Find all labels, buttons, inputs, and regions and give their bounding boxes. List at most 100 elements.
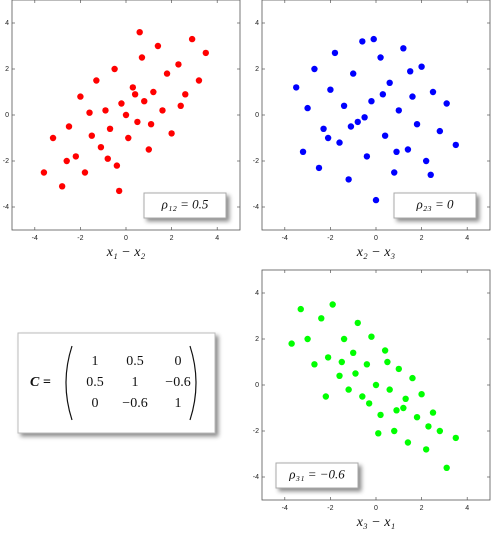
point bbox=[138, 54, 146, 61]
point bbox=[347, 123, 355, 130]
point bbox=[336, 139, 343, 146]
point bbox=[177, 102, 184, 110]
point bbox=[409, 374, 416, 382]
x-tick-label: -4 bbox=[282, 505, 288, 512]
point bbox=[65, 123, 73, 130]
x-tick-label: -2 bbox=[77, 235, 83, 242]
annotation: ρ₃₁ = −0.6 bbox=[288, 466, 345, 481]
x-tick-label: -2 bbox=[327, 505, 333, 512]
matrix-cell: 0.5 bbox=[86, 375, 104, 390]
point bbox=[122, 111, 130, 119]
point bbox=[402, 395, 409, 402]
point bbox=[452, 141, 459, 149]
y-tick-label: 0 bbox=[255, 382, 259, 389]
x-tick-label: -2 bbox=[327, 235, 333, 242]
y-tick-label: 0 bbox=[255, 112, 259, 119]
scatter-plot: -4 -2 0 2 4 -4 -2 0 2 4 x₁ − x₂ ρ₁₂ = 0.5 bbox=[3, 0, 241, 260]
point bbox=[350, 349, 357, 356]
point bbox=[386, 386, 393, 393]
point bbox=[113, 162, 121, 169]
y-tick-label: -4 bbox=[253, 474, 259, 481]
point bbox=[395, 107, 402, 114]
y-tick-label: -4 bbox=[253, 204, 259, 211]
point bbox=[327, 86, 334, 93]
point bbox=[418, 391, 425, 398]
y-tick-label: -4 bbox=[3, 204, 9, 211]
point bbox=[422, 157, 430, 165]
point bbox=[372, 381, 380, 389]
point bbox=[340, 102, 348, 110]
x-tick-label: 4 bbox=[465, 235, 469, 242]
point bbox=[115, 187, 123, 195]
point bbox=[381, 347, 389, 354]
point bbox=[338, 358, 345, 366]
point bbox=[88, 132, 96, 139]
point bbox=[40, 169, 48, 176]
point bbox=[370, 35, 377, 43]
point bbox=[106, 125, 114, 132]
x-axis-label: x₂ − x₃ bbox=[356, 245, 396, 260]
point bbox=[393, 148, 400, 155]
point bbox=[322, 393, 330, 400]
point bbox=[159, 107, 166, 114]
scatter-plot: -4 -2 0 2 4 -4 -2 0 2 4 x₃ − x₁ ρ₃₁ = −0.6 bbox=[253, 269, 491, 530]
right-paren bbox=[189, 345, 197, 421]
point bbox=[400, 45, 407, 52]
y-tick-label: -2 bbox=[253, 158, 259, 165]
point bbox=[147, 121, 155, 128]
y-tick-label: 4 bbox=[255, 20, 259, 27]
point bbox=[391, 427, 398, 435]
point bbox=[202, 49, 209, 57]
point bbox=[168, 130, 175, 137]
point bbox=[104, 155, 111, 162]
point bbox=[363, 361, 371, 368]
y-tick-label: 4 bbox=[255, 290, 259, 297]
point bbox=[49, 134, 57, 142]
point bbox=[368, 98, 375, 105]
point bbox=[315, 164, 323, 172]
point bbox=[63, 157, 70, 165]
point bbox=[93, 77, 100, 84]
matrix-cells: 1 0.5 0 0.5 1 −0.6 0 −0.6 1 bbox=[86, 354, 190, 411]
point bbox=[145, 146, 152, 153]
point bbox=[372, 196, 380, 204]
point bbox=[329, 301, 336, 308]
annotation: ρ₁₂ = 0.5 bbox=[161, 196, 209, 211]
x-axis-label: x₁ − x₂ bbox=[106, 245, 146, 260]
point bbox=[58, 183, 66, 190]
point bbox=[129, 84, 137, 91]
point bbox=[429, 409, 437, 416]
point bbox=[125, 134, 132, 142]
point bbox=[97, 144, 105, 151]
point bbox=[404, 146, 412, 153]
point bbox=[118, 100, 125, 107]
point bbox=[359, 393, 366, 400]
point bbox=[425, 423, 432, 430]
point bbox=[436, 427, 444, 435]
point bbox=[288, 340, 295, 347]
y-tick-label: 2 bbox=[255, 66, 259, 73]
point bbox=[452, 434, 459, 442]
point bbox=[182, 91, 189, 98]
point bbox=[436, 127, 444, 135]
point bbox=[427, 171, 434, 178]
point bbox=[188, 35, 196, 43]
point bbox=[384, 358, 391, 366]
point bbox=[443, 100, 450, 107]
y-tick-label: 2 bbox=[5, 66, 9, 73]
point bbox=[391, 169, 398, 176]
matrix-frame bbox=[17, 332, 216, 434]
annotation-box bbox=[275, 462, 359, 489]
point bbox=[350, 70, 357, 77]
point bbox=[163, 70, 171, 77]
annotation-box bbox=[143, 192, 227, 219]
point bbox=[429, 88, 437, 96]
y-tick-label: 2 bbox=[255, 336, 259, 343]
x-tick-label: 4 bbox=[215, 235, 219, 242]
point bbox=[354, 118, 361, 126]
point bbox=[368, 333, 375, 340]
point bbox=[293, 84, 300, 91]
point bbox=[381, 132, 389, 139]
point bbox=[409, 93, 416, 100]
